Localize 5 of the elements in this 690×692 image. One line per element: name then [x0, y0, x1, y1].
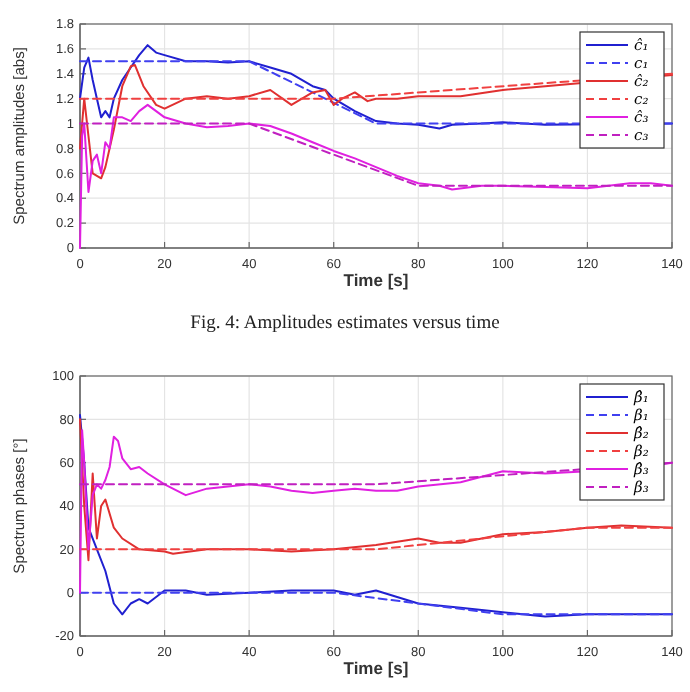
x-axis-title: Time [s]	[343, 658, 409, 678]
x-axis-title: Time [s]	[343, 270, 409, 290]
line-series	[79, 64, 673, 180]
caption: Fig. 4: Amplitudes estimates versus time	[190, 314, 500, 334]
line-series	[79, 429, 673, 594]
